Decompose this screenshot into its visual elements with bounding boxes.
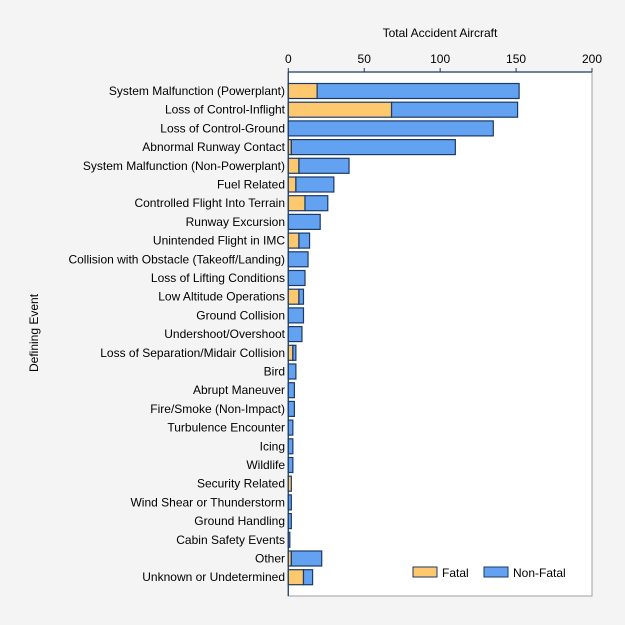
category-label: Icing xyxy=(260,439,285,453)
category-label: Wind Shear or Thunderstorm xyxy=(130,495,285,509)
bar-fatal xyxy=(287,288,300,305)
bar-fatal xyxy=(287,157,300,174)
x-tick-label: 0 xyxy=(285,52,292,66)
legend-label: Non-Fatal xyxy=(513,566,566,580)
category-label: Abrupt Maneuver xyxy=(193,383,285,397)
bar-non-fatal xyxy=(287,363,297,380)
category-label: System Malfunction (Non-Powerplant) xyxy=(83,159,285,173)
category-label: Collision with Obstacle (Takeoff/Landing… xyxy=(68,252,285,266)
bar-non-fatal xyxy=(290,550,323,567)
bar-non-fatal xyxy=(292,344,297,361)
bar-non-fatal xyxy=(295,176,335,193)
bar-non-fatal xyxy=(298,232,311,249)
bar-non-fatal xyxy=(287,494,292,511)
category-label: Fire/Smoke (Non-Impact) xyxy=(150,402,285,416)
bar-non-fatal xyxy=(287,120,494,137)
category-label: Fuel Related xyxy=(217,178,285,192)
bar-non-fatal xyxy=(287,326,303,343)
category-label: Cabin Safety Events xyxy=(176,533,285,547)
bar-non-fatal xyxy=(287,307,305,324)
bars-group xyxy=(287,82,520,586)
bar-non-fatal xyxy=(304,195,329,212)
bar-fatal xyxy=(287,101,393,118)
category-label: Abnormal Runway Contact xyxy=(142,140,285,154)
bar-non-fatal xyxy=(287,531,291,548)
legend-swatch xyxy=(412,566,438,578)
bar-non-fatal xyxy=(298,288,305,305)
category-label: Bird xyxy=(264,365,285,379)
bar-fatal xyxy=(287,569,305,586)
x-tick-label: 100 xyxy=(430,52,450,66)
bar-non-fatal xyxy=(287,382,295,399)
bar-fatal xyxy=(287,82,318,100)
bar-non-fatal xyxy=(287,269,306,287)
legend-swatch xyxy=(483,566,509,578)
category-label: Undershoot/Overshoot xyxy=(164,327,285,341)
x-axis-title: Total Accident Aircraft xyxy=(383,26,498,40)
category-label: Loss of Control-Ground xyxy=(160,121,285,135)
bar-fatal xyxy=(287,176,297,193)
bar-non-fatal xyxy=(290,139,456,156)
bar-non-fatal xyxy=(287,400,295,417)
y-axis-title: Defining Event xyxy=(27,293,41,372)
category-label: Wildlife xyxy=(246,458,285,472)
category-labels: System Malfunction (Powerplant) Loss of C… xyxy=(68,84,285,584)
bar-non-fatal xyxy=(287,456,294,474)
bar-non-fatal xyxy=(302,569,314,586)
category-label: Ground Handling xyxy=(194,514,285,528)
category-label: Unintended Flight in IMC xyxy=(153,234,285,248)
x-tick-label: 200 xyxy=(582,52,602,66)
category-label: Low Altitude Operations xyxy=(158,290,285,304)
x-tick-label: 150 xyxy=(506,52,526,66)
bar-non-fatal xyxy=(287,251,309,268)
bar-fatal xyxy=(287,232,300,249)
bar-non-fatal xyxy=(287,512,292,530)
category-label: Loss of Lifting Conditions xyxy=(151,271,285,285)
category-label: Security Related xyxy=(197,477,285,491)
x-tick-label: 50 xyxy=(358,52,372,66)
bar-non-fatal xyxy=(316,82,520,100)
legend-label: Fatal xyxy=(442,566,469,580)
category-label: System Malfunction (Powerplant) xyxy=(109,84,285,98)
category-label: Other xyxy=(255,552,285,566)
category-label: Turbulence Encounter xyxy=(167,421,285,435)
bar-non-fatal xyxy=(287,438,294,455)
bar-fatal xyxy=(287,475,292,492)
bar-non-fatal xyxy=(287,213,321,230)
category-label: Runway Excursion xyxy=(186,215,285,229)
category-label: Unknown or Undetermined xyxy=(142,570,285,584)
bar-non-fatal xyxy=(390,101,519,118)
bar-fatal xyxy=(287,344,294,361)
legend: Fatal Non-Fatal xyxy=(412,566,566,580)
bar-non-fatal xyxy=(287,419,294,436)
category-label: Loss of Separation/Midair Collision xyxy=(100,346,285,360)
category-label: Controlled Flight Into Terrain xyxy=(134,196,285,210)
bar-fatal xyxy=(287,195,306,212)
bar-non-fatal xyxy=(298,157,350,174)
category-label: Ground Collision xyxy=(196,308,285,322)
category-label: Loss of Control-Inflight xyxy=(165,103,286,117)
